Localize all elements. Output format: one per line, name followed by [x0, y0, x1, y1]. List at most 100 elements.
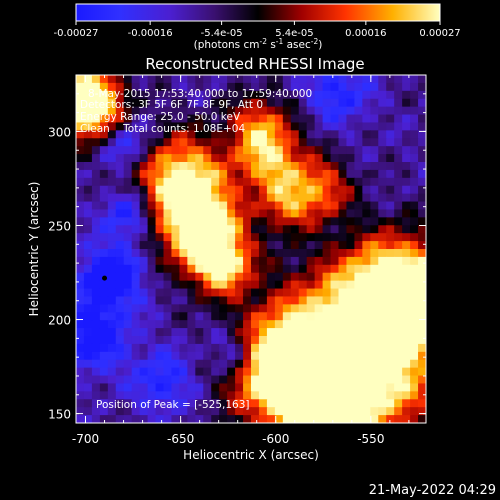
heatmap-cell — [306, 185, 316, 195]
heatmap-cell — [123, 249, 133, 258]
heatmap-cell — [83, 90, 93, 100]
heatmap-cell — [211, 312, 220, 321]
heatmap-cell — [402, 162, 411, 171]
heatmap-cell — [346, 106, 355, 116]
heatmap-cell — [91, 328, 101, 337]
heatmap-cell — [131, 98, 141, 108]
heatmap-cell — [251, 201, 260, 211]
heatmap-cell — [386, 264, 395, 274]
heatmap-cell — [123, 75, 133, 84]
heatmap-cell — [338, 193, 348, 203]
heatmap-cell — [290, 106, 300, 116]
heatmap-cell — [131, 383, 141, 392]
heatmap-cell — [155, 312, 165, 321]
heatmap-cell — [274, 288, 284, 298]
heatmap-cell — [266, 296, 276, 305]
heatmap-cell — [274, 130, 284, 139]
heatmap-cell — [258, 177, 268, 187]
heatmap-cell — [139, 154, 149, 163]
heatmap-cell — [227, 130, 236, 139]
heatmap-cell — [378, 288, 387, 298]
heatmap-cell — [394, 383, 403, 392]
heatmap-cell — [115, 241, 125, 250]
heatmap-cell — [306, 336, 316, 345]
heatmap-cell — [203, 225, 212, 234]
heatmap-cell — [179, 343, 188, 353]
heatmap-cell — [83, 351, 93, 361]
heatmap-cell — [402, 201, 411, 211]
heatmap-cell — [370, 296, 379, 305]
heatmap-cell — [203, 90, 212, 100]
heatmap-cell — [203, 407, 212, 416]
heatmap-cell — [330, 169, 340, 179]
heatmap-cell — [258, 114, 268, 124]
heatmap-cell — [203, 193, 212, 203]
heatmap-cell — [195, 106, 204, 116]
heatmap-cell — [410, 106, 419, 116]
heatmap-cell — [306, 280, 316, 290]
heatmap-cell — [139, 106, 149, 116]
heatmap-cell — [378, 146, 387, 155]
heatmap-cell — [195, 359, 204, 369]
heatmap-cell — [99, 209, 109, 218]
heatmap-cell — [147, 82, 157, 92]
heatmap-cell — [402, 209, 411, 218]
heatmap-cell — [330, 177, 340, 187]
heatmap-cell — [290, 177, 300, 187]
heatmap-cell — [203, 201, 212, 211]
heatmap-cell — [282, 82, 292, 92]
heatmap-cell — [227, 280, 236, 290]
heatmap-cell — [179, 407, 188, 416]
heatmap-cell — [410, 328, 419, 337]
heatmap-cell — [235, 264, 244, 274]
heatmap-cell — [266, 241, 276, 250]
heatmap-cell — [243, 320, 252, 329]
heatmap-cell — [274, 177, 284, 187]
heatmap-cell — [219, 90, 228, 100]
heatmap-cell — [266, 383, 276, 392]
heatmap-cell — [203, 75, 212, 84]
heatmap-cell — [282, 185, 292, 195]
heatmap-cell — [251, 209, 260, 218]
heatmap-cell — [354, 336, 363, 345]
heatmap-cell — [354, 351, 363, 361]
heatmap-cell — [219, 383, 228, 392]
heatmap-cell — [338, 138, 348, 147]
heatmap-cell — [338, 98, 348, 108]
heatmap-cell — [235, 122, 244, 131]
heatmap-cell — [235, 146, 244, 155]
heatmap-cell — [410, 320, 419, 329]
heatmap-cell — [298, 193, 308, 203]
heatmap-cell — [346, 375, 355, 385]
heatmap-cell — [298, 138, 308, 147]
heatmap-cell — [290, 169, 300, 179]
heatmap-cell — [131, 90, 141, 100]
heatmap-cell — [115, 383, 125, 392]
heatmap-cell — [227, 162, 236, 171]
heatmap-cell — [378, 256, 387, 266]
heatmap-cell — [139, 75, 149, 84]
heatmap-cell — [91, 375, 101, 385]
heatmap-cell — [115, 351, 125, 361]
heatmap-cell — [131, 336, 141, 345]
heatmap-cell — [131, 288, 141, 298]
heatmap-cell — [187, 375, 196, 385]
heatmap-cell — [203, 233, 212, 242]
heatmap-cell — [362, 225, 371, 234]
heatmap-cell — [362, 415, 371, 423]
heatmap-cell — [251, 241, 260, 250]
heatmap-cell — [338, 82, 348, 92]
heatmap-cell — [370, 138, 379, 147]
x-axis-label: Heliocentric X (arcsec) — [183, 448, 319, 462]
heatmap-cell — [410, 249, 419, 258]
heatmap-cell — [266, 75, 276, 84]
heatmap-cell — [187, 249, 196, 258]
heatmap-cell — [394, 122, 403, 131]
heatmap-cell — [251, 122, 260, 131]
heatmap-cell — [131, 162, 141, 171]
heatmap-cell — [338, 328, 348, 337]
heatmap-cell — [362, 201, 371, 211]
heatmap-cell — [322, 130, 332, 139]
heatmap-cell — [418, 185, 426, 195]
heatmap-cell — [306, 82, 316, 92]
